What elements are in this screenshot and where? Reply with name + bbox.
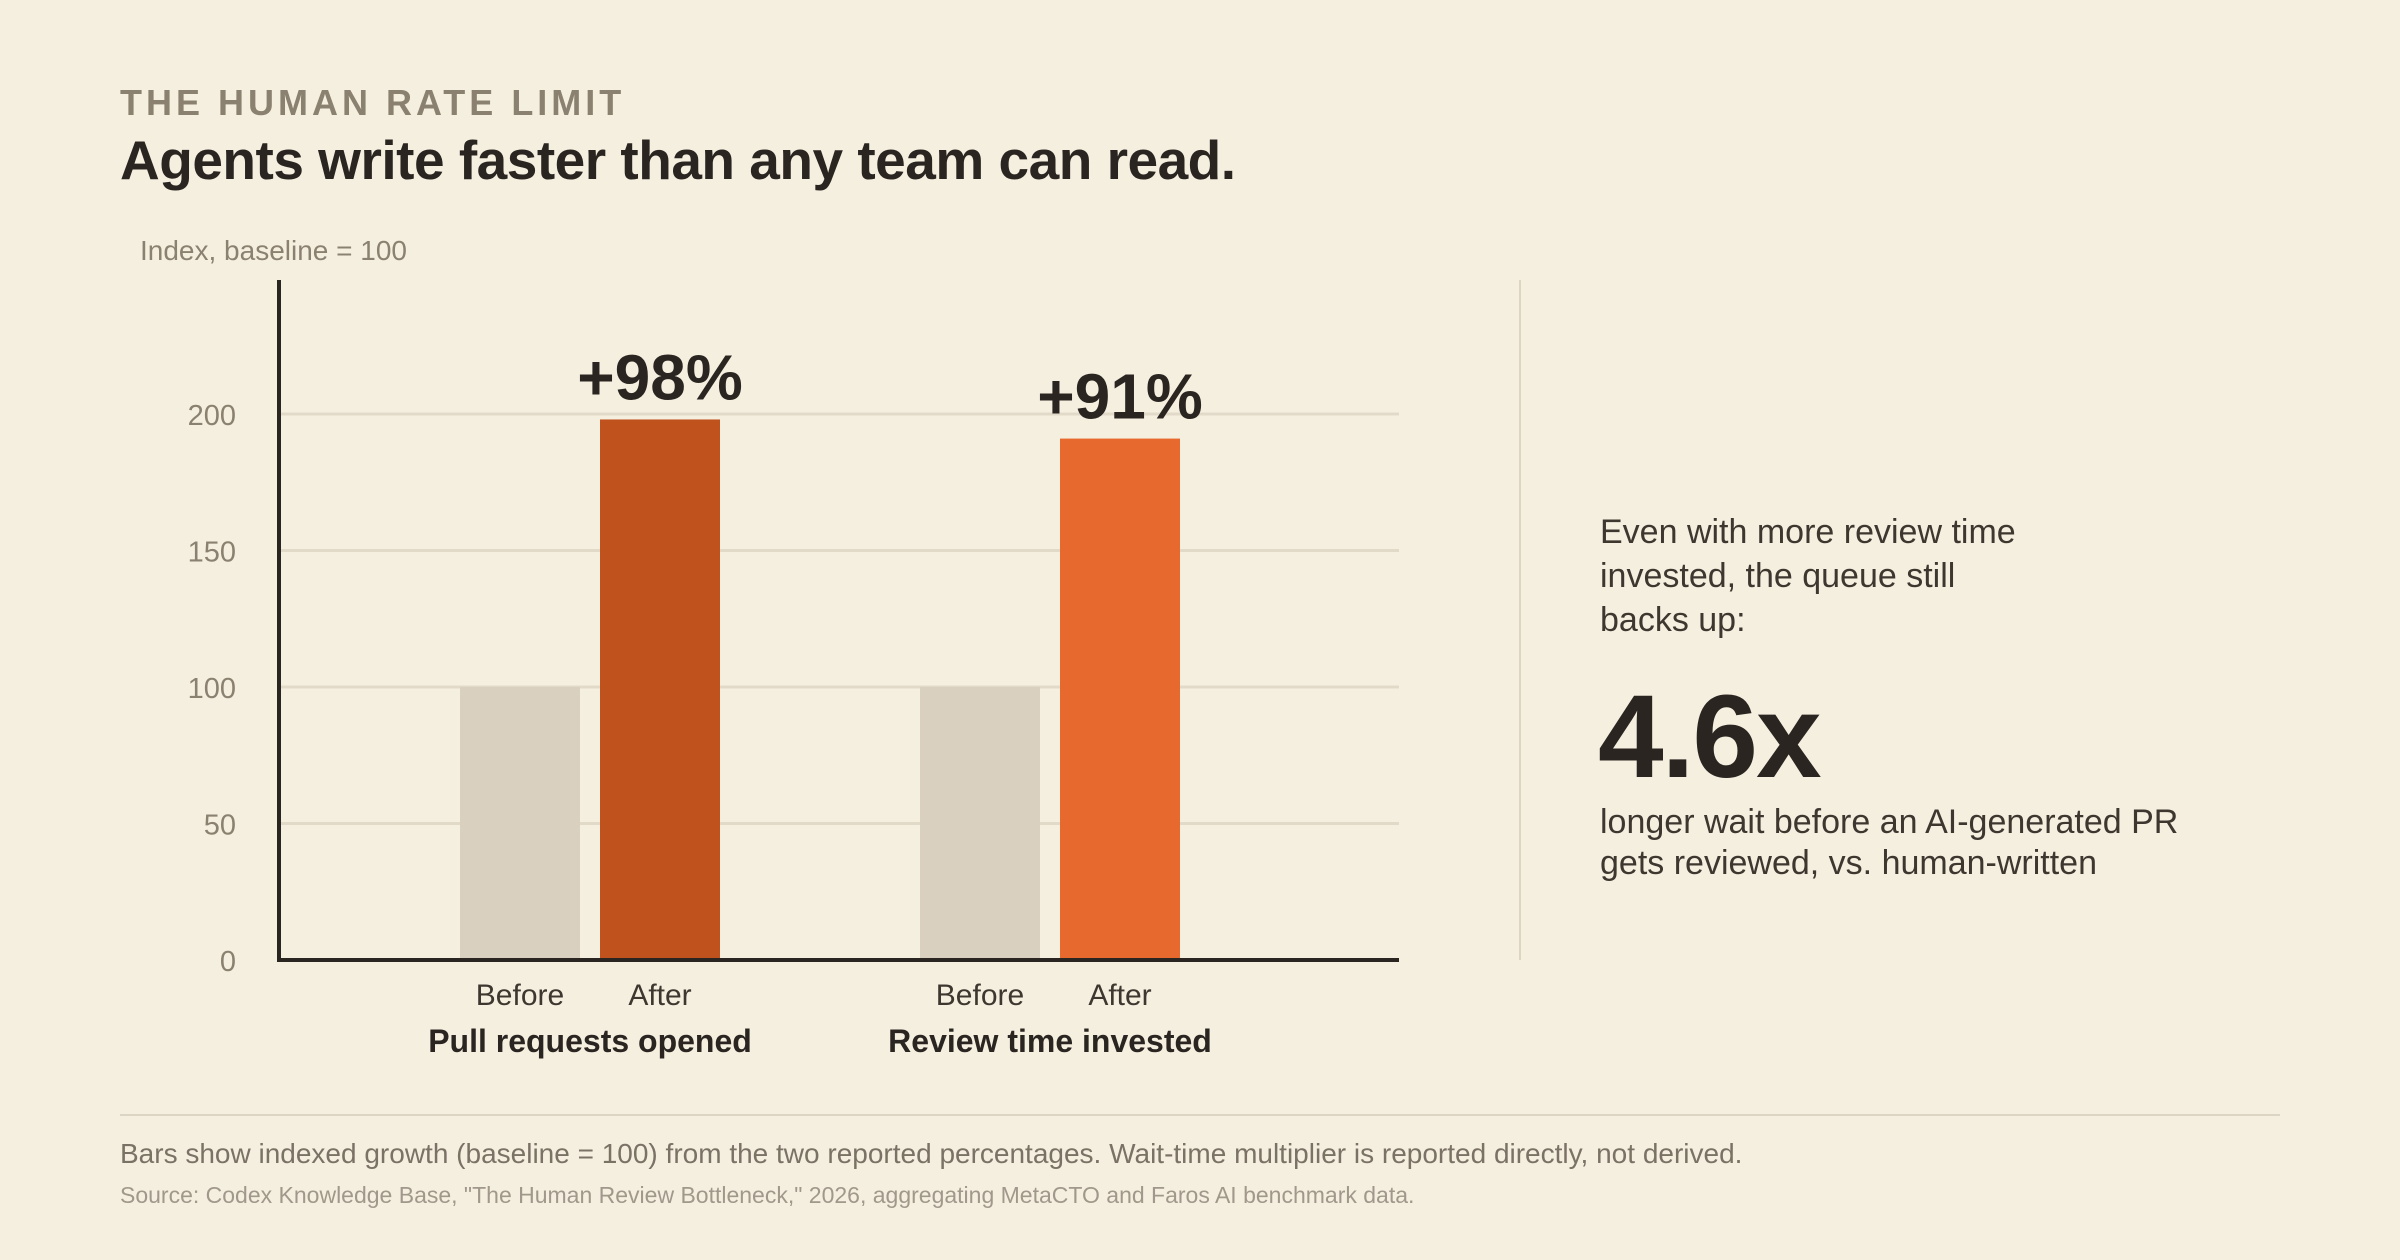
- y-axis-label: Index, baseline = 100: [140, 235, 407, 266]
- chart-title: Agents write faster than any team can re…: [120, 129, 1236, 191]
- bar-annotation: +98%: [577, 341, 742, 413]
- x-tick-label: Before: [476, 979, 564, 1012]
- callout-number: 4.6x: [1598, 671, 1822, 803]
- source-note: Source: Codex Knowledge Base, "The Human…: [120, 1182, 1415, 1208]
- footnote: Bars show indexed growth (baseline = 100…: [120, 1138, 1743, 1169]
- bar-before: [920, 687, 1040, 960]
- vertical-divider: [1519, 280, 1521, 960]
- chart-eyebrow: THE HUMAN RATE LIMIT: [120, 82, 626, 123]
- x-tick-label: Before: [936, 979, 1024, 1012]
- y-tick-label: 50: [204, 810, 236, 842]
- y-tick-label: 100: [188, 673, 236, 705]
- y-tick-label: 0: [220, 946, 236, 978]
- bar-after: [600, 419, 720, 961]
- group-label: Pull requests opened: [428, 1023, 752, 1059]
- bar-annotation: +91%: [1037, 361, 1202, 433]
- bar-chart: 0 50 100 150 200 Index, baseline = 100 Before A…: [140, 235, 1399, 1059]
- bar-before: [460, 687, 580, 960]
- bar-after: [1060, 438, 1180, 960]
- callout-description: longer wait before an AI-generated PR ge…: [1600, 803, 2179, 882]
- group-label: Review time invested: [888, 1023, 1212, 1059]
- x-tick-label: After: [1088, 979, 1151, 1012]
- callout-intro: Even with more review time invested, the…: [1600, 513, 2016, 639]
- y-tick-label: 150: [188, 537, 236, 569]
- x-tick-label: After: [628, 979, 691, 1012]
- y-tick-label: 200: [188, 400, 236, 432]
- footer-divider: [120, 1114, 2280, 1116]
